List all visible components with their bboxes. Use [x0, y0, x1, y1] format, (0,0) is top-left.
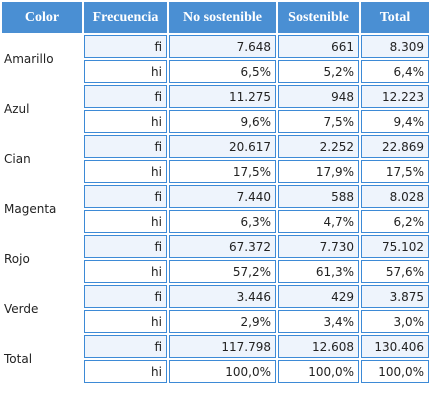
- value-cell: 6,4%: [361, 60, 429, 83]
- value-cell: 2.252: [278, 135, 359, 158]
- value-cell: 3.875: [361, 285, 429, 308]
- value-cell: 57,6%: [361, 260, 429, 283]
- value-cell: 7.648: [169, 35, 276, 58]
- table-row: Azul fi 11.275 948 12.223: [2, 85, 429, 133]
- frequency-cell: hi: [84, 360, 167, 383]
- value-cell: 22.869: [361, 135, 429, 158]
- table-row: Magenta fi 7.440 588 8.028: [2, 185, 429, 233]
- value-cell: 7,5%: [278, 110, 359, 133]
- header-cell: Sostenible: [278, 2, 359, 33]
- value-cell: 588: [278, 185, 359, 208]
- table-row: Verde fi 3.446 429 3.875: [2, 285, 429, 333]
- table-row: Cian fi 20.617 2.252 22.869: [2, 135, 429, 183]
- table-row: hi 6,3% 4,7% 6,2%: [2, 210, 429, 233]
- value-cell: 117.798: [169, 335, 276, 358]
- frequency-cell: fi: [84, 135, 167, 158]
- header-cell: Total: [361, 2, 429, 33]
- value-cell: 11.275: [169, 85, 276, 108]
- table-row: hi 9,6% 7,5% 9,4%: [2, 110, 429, 133]
- value-cell: 9,6%: [169, 110, 276, 133]
- header-cell: Frecuencia: [84, 2, 167, 33]
- value-cell: 67.372: [169, 235, 276, 258]
- frequency-cell: hi: [84, 110, 167, 133]
- frequency-cell: fi: [84, 285, 167, 308]
- header-cell: Color: [2, 2, 82, 33]
- value-cell: 6,2%: [361, 210, 429, 233]
- color-label: Total: [2, 335, 82, 383]
- frequency-cell: fi: [84, 235, 167, 258]
- color-label: Verde: [2, 285, 82, 333]
- header-cell: No sostenible: [169, 2, 276, 33]
- frequency-cell: hi: [84, 310, 167, 333]
- value-cell: 100,0%: [361, 360, 429, 383]
- frequency-cell: fi: [84, 35, 167, 58]
- value-cell: 130.406: [361, 335, 429, 358]
- header-row: Color Frecuencia No sostenible Sostenible To…: [2, 2, 429, 33]
- frequency-cell: hi: [84, 60, 167, 83]
- table-row: Rojo fi 67.372 7.730 75.102: [2, 235, 429, 283]
- value-cell: 6,5%: [169, 60, 276, 83]
- frequency-table: Color Frecuencia No sostenible Sostenible To…: [2, 2, 429, 383]
- value-cell: 429: [278, 285, 359, 308]
- value-cell: 5,2%: [278, 60, 359, 83]
- color-label: Magenta: [2, 185, 82, 233]
- value-cell: 20.617: [169, 135, 276, 158]
- frequency-cell: hi: [84, 210, 167, 233]
- value-cell: 6,3%: [169, 210, 276, 233]
- value-cell: 57,2%: [169, 260, 276, 283]
- table-row: hi 57,2% 61,3% 57,6%: [2, 260, 429, 283]
- value-cell: 12.608: [278, 335, 359, 358]
- value-cell: 7.440: [169, 185, 276, 208]
- value-cell: 3,0%: [361, 310, 429, 333]
- frequency-cell: fi: [84, 335, 167, 358]
- value-cell: 8.028: [361, 185, 429, 208]
- value-cell: 4,7%: [278, 210, 359, 233]
- value-cell: 100,0%: [278, 360, 359, 383]
- frequency-cell: hi: [84, 260, 167, 283]
- color-label: Amarillo: [2, 35, 82, 83]
- value-cell: 9,4%: [361, 110, 429, 133]
- value-cell: 17,5%: [169, 160, 276, 183]
- value-cell: 7.730: [278, 235, 359, 258]
- value-cell: 3,4%: [278, 310, 359, 333]
- table-row: hi 2,9% 3,4% 3,0%: [2, 310, 429, 333]
- color-label: Azul: [2, 85, 82, 133]
- value-cell: 17,5%: [361, 160, 429, 183]
- value-cell: 2,9%: [169, 310, 276, 333]
- table-row: Amarillo fi 7.648 661 8.309: [2, 35, 429, 83]
- color-label: Cian: [2, 135, 82, 183]
- value-cell: 661: [278, 35, 359, 58]
- frequency-cell: fi: [84, 85, 167, 108]
- frequency-cell: hi: [84, 160, 167, 183]
- table-row: hi 17,5% 17,9% 17,5%: [2, 160, 429, 183]
- value-cell: 17,9%: [278, 160, 359, 183]
- table-body: Amarillo fi 7.648 661 8.309 hi 6,5% 5,2% 6,4% Azu…: [2, 35, 429, 383]
- table-row: Total fi 117.798 12.608 130.406: [2, 335, 429, 383]
- value-cell: 61,3%: [278, 260, 359, 283]
- table-row: hi 6,5% 5,2% 6,4%: [2, 60, 429, 83]
- value-cell: 75.102: [361, 235, 429, 258]
- color-label: Rojo: [2, 235, 82, 283]
- value-cell: 948: [278, 85, 359, 108]
- value-cell: 100,0%: [169, 360, 276, 383]
- frequency-cell: fi: [84, 185, 167, 208]
- value-cell: 12.223: [361, 85, 429, 108]
- value-cell: 3.446: [169, 285, 276, 308]
- table-row: hi 100,0% 100,0% 100,0%: [2, 360, 429, 383]
- value-cell: 8.309: [361, 35, 429, 58]
